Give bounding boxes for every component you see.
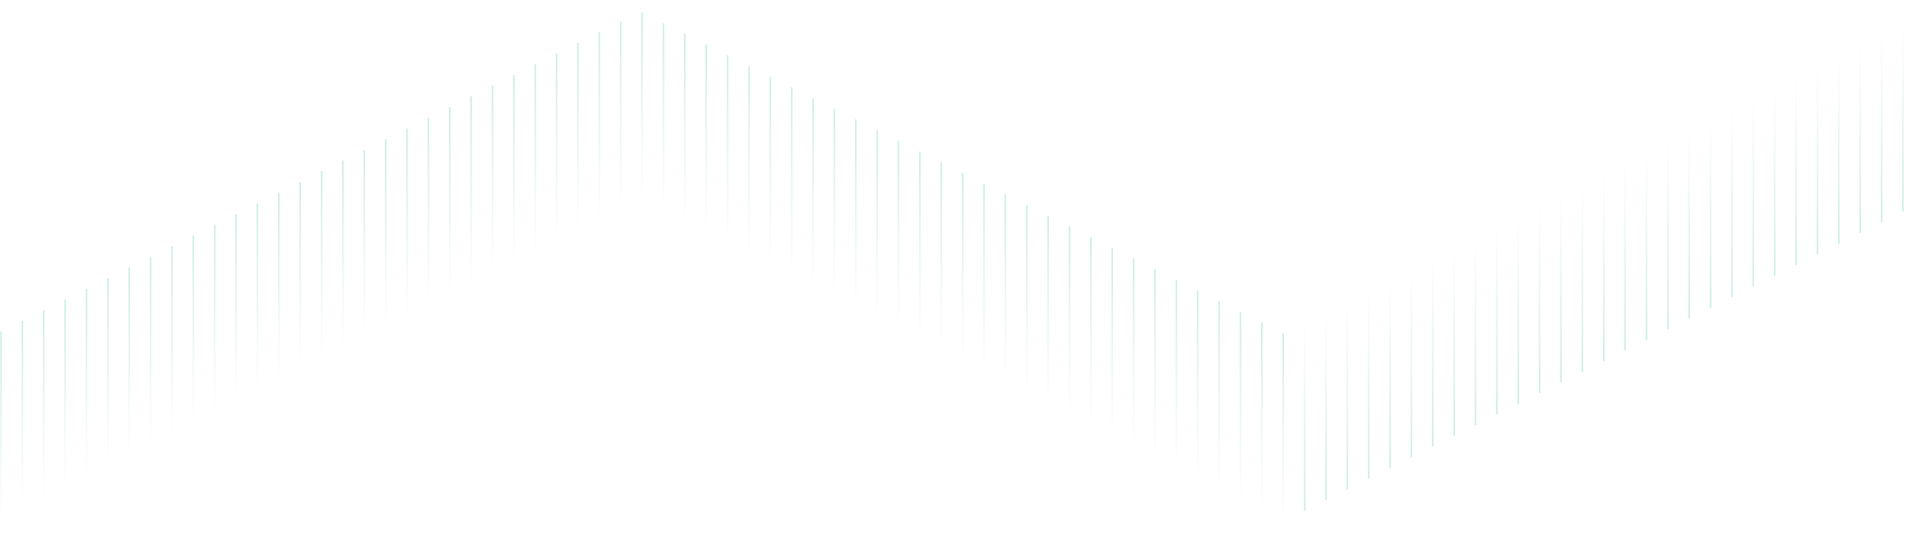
wave-line xyxy=(1004,194,1007,385)
wave-line xyxy=(855,119,857,310)
wave-line xyxy=(1667,139,1669,330)
wave-line xyxy=(1047,215,1049,406)
wave-line xyxy=(1132,258,1135,449)
wave-line xyxy=(790,87,793,278)
wave-line xyxy=(384,139,387,330)
wave-line xyxy=(1154,269,1156,459)
wave-line xyxy=(1261,322,1263,513)
wave-line xyxy=(1581,181,1584,372)
wave-line xyxy=(1773,85,1776,276)
wave-line xyxy=(342,160,344,351)
wave-line xyxy=(449,107,451,298)
wave-line xyxy=(1624,160,1626,351)
wave-line xyxy=(213,224,216,415)
wave-line xyxy=(1902,21,1904,212)
wave-line xyxy=(833,108,836,299)
wave-line xyxy=(427,117,430,308)
wave-line xyxy=(406,128,408,319)
wave-line xyxy=(64,299,66,490)
wave-line xyxy=(1175,279,1178,470)
wave-line xyxy=(278,192,280,383)
wave-line xyxy=(769,76,772,267)
wave-line xyxy=(1795,75,1797,265)
wave-line xyxy=(1880,32,1883,223)
wave-line xyxy=(1645,149,1648,340)
wave-line xyxy=(1752,96,1755,287)
wave-line xyxy=(149,256,152,447)
wave-line xyxy=(1603,171,1605,362)
wave-line xyxy=(1731,107,1733,297)
wave-line xyxy=(1517,213,1520,404)
wave-line xyxy=(1838,53,1840,244)
wave-line xyxy=(1496,224,1498,415)
wave-line xyxy=(641,12,643,203)
wave-line xyxy=(684,33,686,224)
wave-line xyxy=(320,171,323,362)
wave-line xyxy=(192,235,195,426)
wave-line xyxy=(577,43,579,233)
wave-line xyxy=(363,149,366,340)
wave-line xyxy=(1282,333,1284,524)
wave-lines xyxy=(0,12,1904,524)
wave-line xyxy=(1709,117,1712,308)
wave-line xyxy=(1196,290,1199,481)
wave-line xyxy=(534,64,537,255)
wave-line xyxy=(1389,278,1391,468)
wave-line xyxy=(876,130,878,321)
wave-line xyxy=(961,172,964,363)
wave-line xyxy=(299,181,301,372)
wave-line xyxy=(470,96,472,287)
wave-line xyxy=(1090,236,1092,427)
wave-line xyxy=(1325,310,1327,500)
wave-line xyxy=(812,98,814,288)
wave-line xyxy=(1026,204,1028,395)
wave-line xyxy=(1560,192,1562,383)
wave-line xyxy=(1111,247,1113,438)
wave-line xyxy=(1303,320,1306,511)
wave-line xyxy=(940,162,943,353)
wave-line xyxy=(21,320,24,511)
wave-line xyxy=(128,267,130,458)
wave-line xyxy=(107,278,109,469)
wave-line xyxy=(662,23,665,214)
wave-line xyxy=(85,288,88,479)
wave-line xyxy=(1538,203,1541,394)
wave-line xyxy=(1068,226,1071,417)
wave-line xyxy=(256,203,259,394)
wave-line xyxy=(1367,288,1370,479)
wave-line xyxy=(1474,235,1477,426)
wave-line xyxy=(1218,301,1220,491)
wave-line xyxy=(748,66,750,256)
wave-line xyxy=(1688,128,1690,319)
wave-line xyxy=(491,85,494,276)
wave-line xyxy=(897,140,900,331)
wave-line xyxy=(1346,299,1349,490)
wave-line xyxy=(983,183,985,374)
wave-line xyxy=(726,55,729,246)
wave-line xyxy=(1410,267,1413,458)
wave-line xyxy=(171,246,173,436)
wave-line xyxy=(0,331,2,522)
wave-line xyxy=(598,32,601,223)
wave-line xyxy=(919,151,921,342)
wave-line xyxy=(235,214,237,404)
wave-line xyxy=(513,75,515,266)
wave-line xyxy=(42,310,45,501)
wave-line xyxy=(555,53,558,244)
wave-line xyxy=(1453,245,1455,436)
wave-line xyxy=(1239,311,1242,502)
wave-line xyxy=(619,21,622,212)
wave-line xyxy=(1432,256,1434,447)
wave-line xyxy=(1816,64,1819,255)
wave-line xyxy=(705,44,707,235)
wave-line xyxy=(1859,42,1861,233)
